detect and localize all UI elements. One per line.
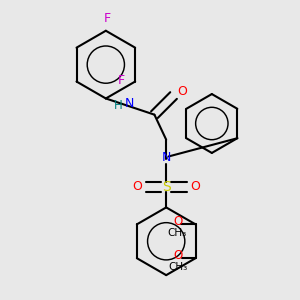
Text: O: O — [173, 215, 182, 229]
Text: O: O — [177, 85, 187, 98]
Text: CH₃: CH₃ — [167, 228, 187, 238]
Text: S: S — [162, 180, 171, 194]
Text: CH₃: CH₃ — [168, 262, 188, 272]
Text: O: O — [132, 180, 142, 193]
Text: O: O — [191, 180, 201, 193]
Text: N: N — [124, 97, 134, 110]
Text: F: F — [118, 74, 124, 87]
Text: O: O — [173, 249, 182, 262]
Text: N: N — [161, 151, 171, 164]
Text: H: H — [114, 99, 123, 112]
Text: F: F — [104, 13, 111, 26]
